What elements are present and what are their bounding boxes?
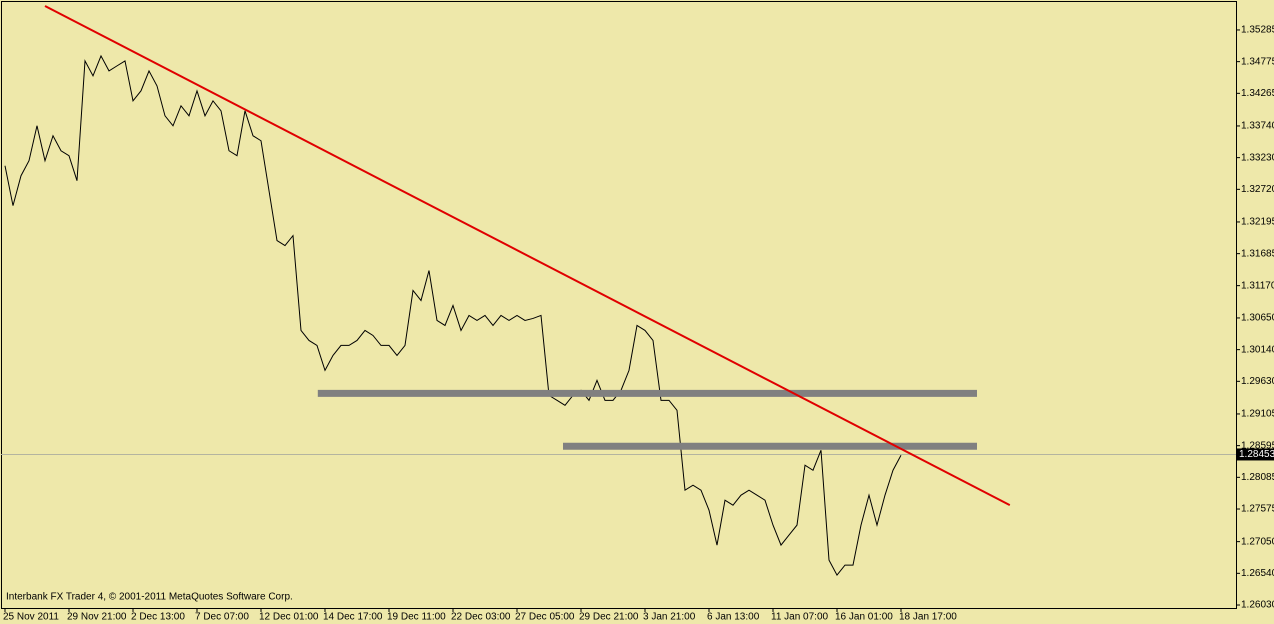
y-tick-label: 1.26030	[1241, 600, 1274, 611]
y-tick-label: 1.29105	[1241, 409, 1274, 420]
y-tick-label: 1.33230	[1241, 152, 1274, 163]
y-tick-label: 1.33740	[1241, 121, 1274, 132]
price-line	[4, 54, 902, 576]
y-tick-label: 1.35285	[1241, 25, 1274, 36]
x-tick-label: 16 Jan 01:00	[835, 612, 893, 623]
x-tick-label: 7 Dec 07:00	[195, 612, 249, 623]
footer: Interbank FX Trader 4, © 2001-2011 MetaQ…	[6, 592, 293, 603]
x-tick-label: 11 Jan 07:00	[771, 612, 829, 623]
y-tick-label: 1.28085	[1241, 472, 1274, 483]
y-tick-label: 1.30140	[1241, 344, 1274, 355]
y-tick-label: 1.34775	[1241, 56, 1274, 67]
x-tick-label: 12 Dec 01:00	[259, 612, 319, 623]
x-tick-label: 27 Dec 05:00	[515, 612, 575, 623]
y-tick-label: 1.31685	[1241, 248, 1274, 259]
current-price-box	[1237, 448, 1274, 461]
plot-frame	[1, 1, 1237, 609]
y-tick-label: 1.27575	[1241, 504, 1274, 515]
x-tick-label: 29 Nov 21:00	[67, 612, 127, 623]
y-tick-label: 1.28595	[1241, 440, 1274, 451]
current-price-label: 1.28453	[1239, 449, 1274, 460]
y-tick-label: 1.31170	[1241, 280, 1274, 291]
x-tick-label: 3 Jan 21:00	[643, 612, 696, 623]
x-tick-label: 22 Dec 03:00	[451, 612, 511, 623]
x-tick-label: 25 Nov 2011	[3, 612, 59, 623]
y-tick-label: 1.32720	[1241, 184, 1274, 195]
x-tick-label: 6 Jan 13:00	[707, 612, 760, 623]
trend-line	[44, 5, 1011, 507]
x-tick-label: 2 Dec 13:00	[131, 612, 185, 623]
y-tick-label: 1.26540	[1241, 568, 1274, 579]
y-tick-label: 1.27050	[1241, 536, 1274, 547]
y-tick-label: 1.29630	[1241, 376, 1274, 387]
x-tick-label: 18 Jan 17:00	[899, 612, 957, 623]
y-tick-label: 1.32195	[1241, 217, 1274, 228]
x-tick-label: 29 Dec 21:00	[579, 612, 639, 623]
y-tick-label: 1.30650	[1241, 313, 1274, 324]
y-tick-label: 1.34265	[1241, 88, 1274, 99]
x-tick-label: 14 Dec 17:00	[323, 612, 383, 623]
x-tick-label: 19 Dec 11:00	[387, 612, 446, 623]
